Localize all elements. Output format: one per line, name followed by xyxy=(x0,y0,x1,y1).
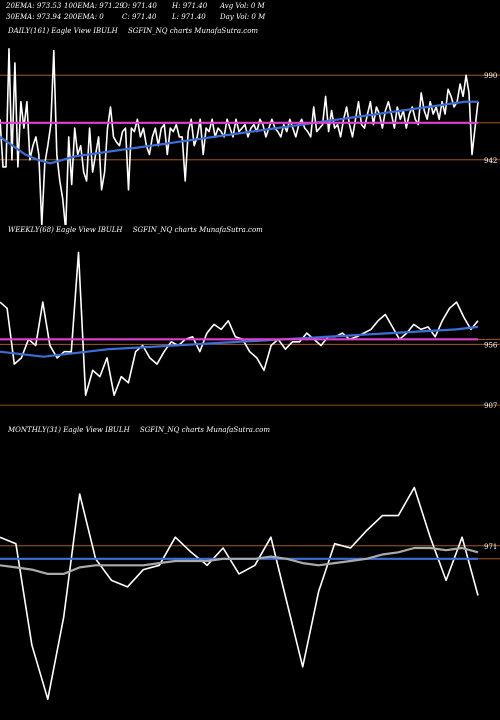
monthly-price-line xyxy=(0,486,479,701)
stat-close: C: 971.40 xyxy=(122,13,157,21)
stat-day-vol: Day Vol: 0 M xyxy=(220,13,266,21)
weekly-ema-line-1 xyxy=(0,325,479,358)
stat-low: L: 971.40 xyxy=(172,13,206,21)
monthly-ytick-label-0: 971 xyxy=(484,543,497,551)
stat-200ema: 200EMA: 0 xyxy=(64,13,104,21)
daily-ema-line-1 xyxy=(0,100,478,165)
daily-period-label: DAILY(161) Eagle View IBULH xyxy=(8,27,118,35)
monthly-source-label: SGFIN_NQ charts MunafaSutra.com xyxy=(139,426,270,434)
daily-chart: 990 942 xyxy=(0,48,500,225)
stat-100ema: 100EMA: 971.29 xyxy=(64,2,124,10)
stat-open: O: 971.40 xyxy=(122,2,157,10)
weekly-ytick-label-0: 956 xyxy=(484,341,498,349)
weekly-chart: 956 907 xyxy=(0,251,500,410)
daily-panel-title: DAILY(161) Eagle View IBULH SGFIN_NQ cha… xyxy=(8,27,266,35)
weekly-period-label: WEEKLY(68) Eagle View IBULH xyxy=(8,226,123,234)
weekly-ytick-label-1: 907 xyxy=(484,402,497,410)
header-stats: 20EMA: 973.53 100EMA: 971.29 O: 971.40 H… xyxy=(0,0,500,24)
daily-source-label: SGFIN_NQ charts MunafaSutra.com xyxy=(128,27,259,35)
weekly-price-line xyxy=(0,251,479,396)
weekly-source-label: SGFIN_NQ charts MunafaSutra.com xyxy=(132,226,263,234)
stat-30ema: 30EMA: 973.94 xyxy=(6,13,62,21)
stat-high: H: 971.40 xyxy=(172,2,208,10)
monthly-period-label: MONTHLY(31) Eagle View IBULH xyxy=(8,426,130,434)
stat-avg-vol: Avg Vol: 0 M xyxy=(220,2,265,10)
weekly-panel-title: WEEKLY(68) Eagle View IBULH SGFIN_NQ cha… xyxy=(8,226,271,234)
monthly-panel-title: MONTHLY(31) Eagle View IBULH SGFIN_NQ ch… xyxy=(8,426,278,434)
daily-ytick-label-0: 990 xyxy=(484,72,497,80)
daily-ytick-label-1: 942 xyxy=(484,157,497,165)
stat-20ema: 20EMA: 973.53 xyxy=(6,2,62,10)
monthly-chart: 971 xyxy=(0,486,500,701)
monthly-ema-line-2 xyxy=(0,546,479,575)
